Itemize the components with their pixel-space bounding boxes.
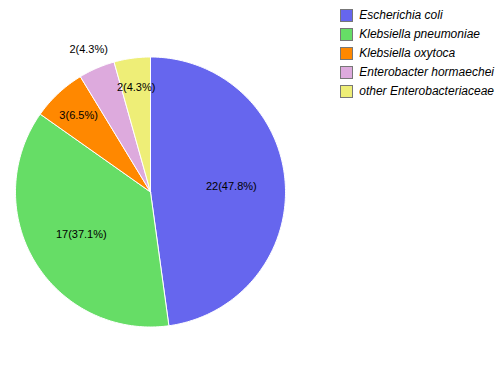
svg-text:22(47.8%): 22(47.8%) <box>206 180 257 192</box>
svg-text:3(6.5%): 3(6.5%) <box>59 109 98 121</box>
html-text:Escherichia coli: Escherichia coli <box>359 8 443 22</box>
html-text:Enterobacter hormaechei: Enterobacter hormaechei <box>359 65 494 79</box>
svg-text:2(4.3%): 2(4.3%) <box>117 81 156 93</box>
html-text:other Enterobacteriaceae: other Enterobacteriaceae <box>359 84 494 98</box>
svg-text:2(4.3%): 2(4.3%) <box>69 43 108 55</box>
html-text:Klebsiella oxytoca: Klebsiella oxytoca <box>359 46 456 60</box>
html-text:Klebsiella pneumoniae: Klebsiella pneumoniae <box>359 27 480 41</box>
svg-text:17(37.1%): 17(37.1%) <box>56 228 107 240</box>
